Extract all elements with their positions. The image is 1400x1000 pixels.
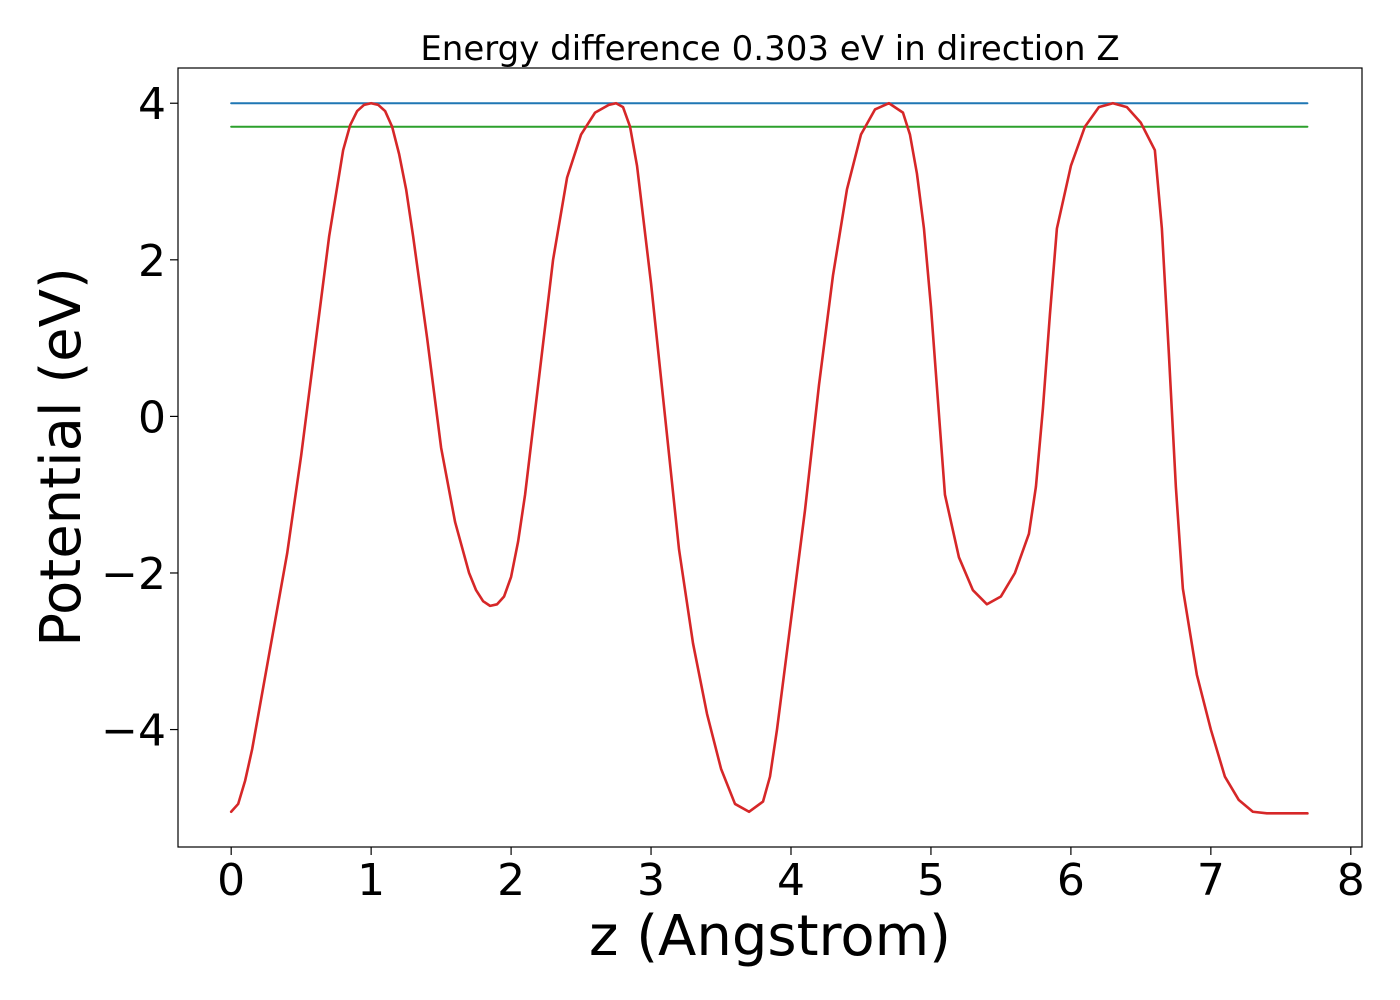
series-line-3 [229,101,1309,815]
x-axis-label: z (Angstrom) [589,904,951,969]
x-tick-label: 8 [1337,855,1365,906]
x-tick-label: 6 [1057,855,1085,906]
x-tick-label: 4 [777,855,805,906]
y-tick-label: −2 [101,549,166,600]
x-tick-label: 7 [1197,855,1225,906]
x-tick-label: 1 [357,855,385,906]
y-axis-label: Potential (eV) [29,267,94,647]
y-axis-ticks: −4 −2 0 2 4 [101,79,178,757]
x-tick-label: 0 [217,855,245,906]
y-tick-label: 0 [138,392,166,443]
y-tick-label: 4 [138,79,166,130]
y-tick-label: 2 [138,236,166,287]
x-tick-label: 5 [917,855,945,906]
x-axis-ticks: 0 1 2 3 4 5 6 7 8 [217,847,1365,906]
plot-frame [177,67,1363,848]
chart-title: Energy difference 0.303 eV in direction … [420,29,1119,69]
x-tick-label: 3 [637,855,665,906]
y-tick-label: −4 [101,706,166,757]
plot-area [229,101,1309,815]
x-tick-label: 2 [497,855,525,906]
